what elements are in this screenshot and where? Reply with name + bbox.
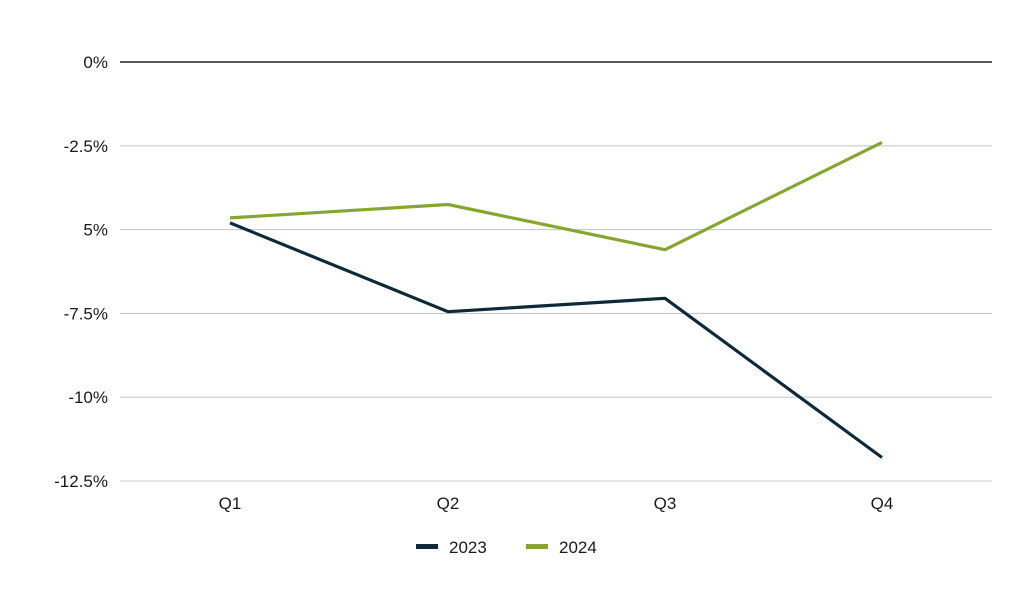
x-tick-label: Q3 bbox=[654, 494, 677, 513]
x-tick-label: Q2 bbox=[437, 494, 460, 513]
y-tick-label: -10% bbox=[68, 388, 108, 407]
legend-label: 2023 bbox=[449, 538, 487, 557]
y-axis-tick-labels: 0% -2.5% 5% -7.5% -10% -12.5% bbox=[54, 53, 108, 491]
legend-swatch-2023 bbox=[416, 544, 438, 549]
x-tick-label: Q4 bbox=[871, 494, 894, 513]
y-tick-label: 0% bbox=[83, 53, 108, 72]
x-axis-tick-labels: Q1 Q2 Q3 Q4 bbox=[219, 494, 894, 513]
gridlines bbox=[120, 61, 992, 482]
y-tick-label: -7.5% bbox=[64, 304, 108, 323]
legend-swatch-2024 bbox=[526, 544, 548, 549]
series-line-2023 bbox=[229, 221, 883, 459]
legend: 2023 2024 bbox=[416, 538, 597, 557]
series-lines bbox=[229, 140, 883, 459]
y-tick-label: -2.5% bbox=[64, 137, 108, 156]
legend-label: 2024 bbox=[559, 538, 597, 557]
series-line-2024 bbox=[229, 140, 883, 252]
x-tick-label: Q1 bbox=[219, 494, 242, 513]
y-tick-label: 5% bbox=[83, 221, 108, 240]
y-tick-label: -12.5% bbox=[54, 472, 108, 491]
